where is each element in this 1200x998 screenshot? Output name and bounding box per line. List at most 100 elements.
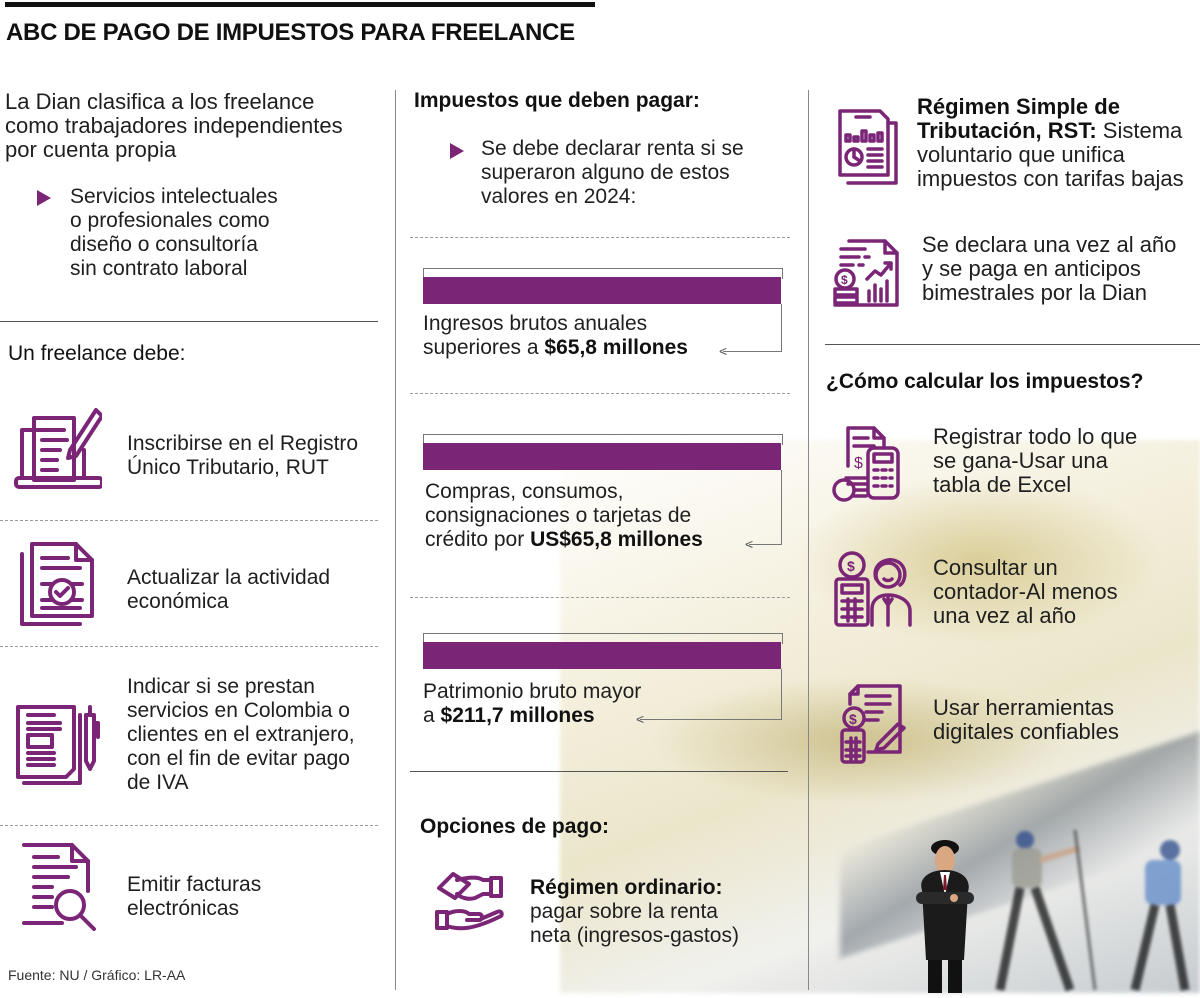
threshold-arrow-line xyxy=(723,304,782,352)
document-checkmark-icon xyxy=(20,540,96,626)
threshold-bar-frame xyxy=(423,434,783,445)
column-divider-left xyxy=(395,90,396,990)
dashed-divider xyxy=(410,393,790,394)
threshold-bar xyxy=(423,277,781,304)
miniature-figures-photo xyxy=(900,820,1200,993)
item-indicate-services: Indicar si se prestan servicios en Colom… xyxy=(127,675,355,795)
laptop-document-pen-icon xyxy=(12,400,102,495)
top-rule xyxy=(5,2,595,7)
divider xyxy=(825,344,1200,345)
bullet-line: Servicios intelectuales xyxy=(70,185,278,208)
section-title-calculate: ¿Cómo calcular los impuestos? xyxy=(826,370,1144,393)
threshold-line: crédito por xyxy=(425,528,531,551)
item-line: Registrar todo lo que xyxy=(933,424,1138,449)
item-consult-accountant: Consultar un contador-Al menos una vez a… xyxy=(933,556,1118,628)
dashed-divider xyxy=(0,646,378,647)
item-line: contador-Al menos xyxy=(933,579,1118,604)
intro-line: por cuenta propia xyxy=(5,137,177,162)
item-line: digitales confiables xyxy=(933,719,1119,744)
rst-note-line: bimestrales por la Dian xyxy=(922,280,1147,305)
bullet-line: diseño o consultoría xyxy=(70,233,258,256)
svg-text:$: $ xyxy=(854,455,863,472)
item-line: una vez al año xyxy=(933,603,1077,628)
bullet-line: Se debe declarar renta si se xyxy=(481,137,744,160)
item-line: con el fin de evitar pago xyxy=(127,747,350,770)
rst-desc: Sistema xyxy=(1096,118,1183,143)
declare-bullet-text: Se debe declarar renta si se superaron a… xyxy=(481,137,744,209)
threshold-arrow-line xyxy=(640,669,782,720)
item-register-rut: Inscribirse en el Registro Único Tributa… xyxy=(127,432,358,480)
svg-text:$: $ xyxy=(841,273,848,287)
payment-option-line: pagar sobre la renta xyxy=(530,900,718,923)
item-line: Inscribirse en el Registro xyxy=(127,432,359,455)
threshold-bar xyxy=(423,443,781,470)
bullet-triangle-icon xyxy=(37,190,51,206)
item-line: Actualizar la actividad xyxy=(127,566,331,589)
threshold-assets: Patrimonio bruto mayor a $211,7 millones xyxy=(423,680,641,728)
hands-money-icon xyxy=(435,868,505,932)
item-issue-invoices: Emitir facturas electrónicas xyxy=(127,873,261,921)
rst-note-line: Se declara una vez al año xyxy=(922,232,1177,257)
dashed-divider xyxy=(0,825,378,826)
payment-option-ordinary: Régimen ordinario: pagar sobre la renta … xyxy=(530,876,739,948)
rst-label: Régimen Simple de xyxy=(917,94,1120,119)
item-register-earnings: Registrar todo lo que se gana-Usar una t… xyxy=(933,425,1137,497)
rst-desc: voluntario que unifica xyxy=(917,142,1125,167)
dashed-divider xyxy=(410,237,790,238)
item-line: Indicar si se prestan xyxy=(127,675,315,698)
section-title-freelance: Un freelance debe: xyxy=(8,342,186,365)
intro-text: La Dian clasifica a los freelance como t… xyxy=(5,90,343,162)
divider xyxy=(0,321,378,322)
arrow-left-icon: < xyxy=(636,711,645,727)
threshold-line: Patrimonio bruto mayor xyxy=(423,680,642,703)
threshold-bar xyxy=(423,642,781,669)
item-line: se gana-Usar una xyxy=(933,448,1108,473)
svg-text:$: $ xyxy=(849,711,857,727)
item-line: servicios en Colombia o xyxy=(127,699,350,722)
section-title-taxes: Impuestos que deben pagar: xyxy=(414,89,700,112)
coins-growth-chart-icon: $ xyxy=(833,239,901,309)
dashed-divider xyxy=(0,520,378,521)
bullet-line: valores en 2024: xyxy=(481,185,637,208)
threshold-arrow-line xyxy=(749,470,782,545)
divider xyxy=(410,771,788,772)
rst-note: Se declara una vez al año y se paga en a… xyxy=(922,233,1176,305)
bullet-line: superaron alguno de estos xyxy=(481,161,730,184)
payment-option-label: Régimen ordinario: xyxy=(530,876,723,899)
bullet-line: o profesionales como xyxy=(70,209,270,232)
item-line: Consultar un xyxy=(933,555,1058,580)
rst-description: Régimen Simple de Tributación, RST: Sist… xyxy=(917,95,1184,191)
threshold-line: a xyxy=(423,704,441,727)
document-pen-icon xyxy=(16,703,100,785)
threshold-bar-frame xyxy=(423,268,783,279)
arrow-left-icon: < xyxy=(745,536,754,552)
threshold-line: Ingresos brutos anuales xyxy=(423,312,648,335)
digital-tools-icon: $ xyxy=(838,684,908,764)
item-line: económica xyxy=(127,590,229,613)
rst-desc: impuestos con tarifas bajas xyxy=(917,166,1184,191)
rst-label: Tributación, RST: xyxy=(917,118,1097,143)
item-update-activity: Actualizar la actividad económica xyxy=(127,566,330,614)
rst-note-line: y se paga en anticipos xyxy=(922,256,1141,281)
bullet-triangle-icon xyxy=(450,143,464,159)
section-title-payment: Opciones de pago: xyxy=(420,815,610,838)
threshold-line: Compras, consumos, xyxy=(425,480,624,503)
item-line: clientes en el extranjero, xyxy=(127,723,355,746)
bullet-line: sin contrato laboral xyxy=(70,257,248,280)
calculator-coins-icon: $ xyxy=(832,426,902,502)
report-chart-icon xyxy=(838,107,898,187)
svg-text:$: $ xyxy=(847,558,855,574)
threshold-bar-frame xyxy=(423,633,783,644)
document-magnifier-icon xyxy=(22,843,100,931)
threshold-value: $211,7 millones xyxy=(440,704,595,727)
intro-line: como trabajadores independientes xyxy=(5,113,343,138)
item-line: Único Tributario, RUT xyxy=(127,456,329,479)
column-divider-right xyxy=(808,90,809,990)
item-line: de IVA xyxy=(127,771,189,794)
item-line: electrónicas xyxy=(127,897,240,920)
threshold-purchases: Compras, consumos, consignaciones o tarj… xyxy=(425,480,703,552)
item-line: tabla de Excel xyxy=(933,472,1072,497)
accountant-icon: $ xyxy=(834,549,914,629)
page-title: ABC DE PAGO DE IMPUESTOS PARA FREELANCE xyxy=(6,19,575,46)
item-digital-tools: Usar herramientas digitales confiables xyxy=(933,696,1119,744)
